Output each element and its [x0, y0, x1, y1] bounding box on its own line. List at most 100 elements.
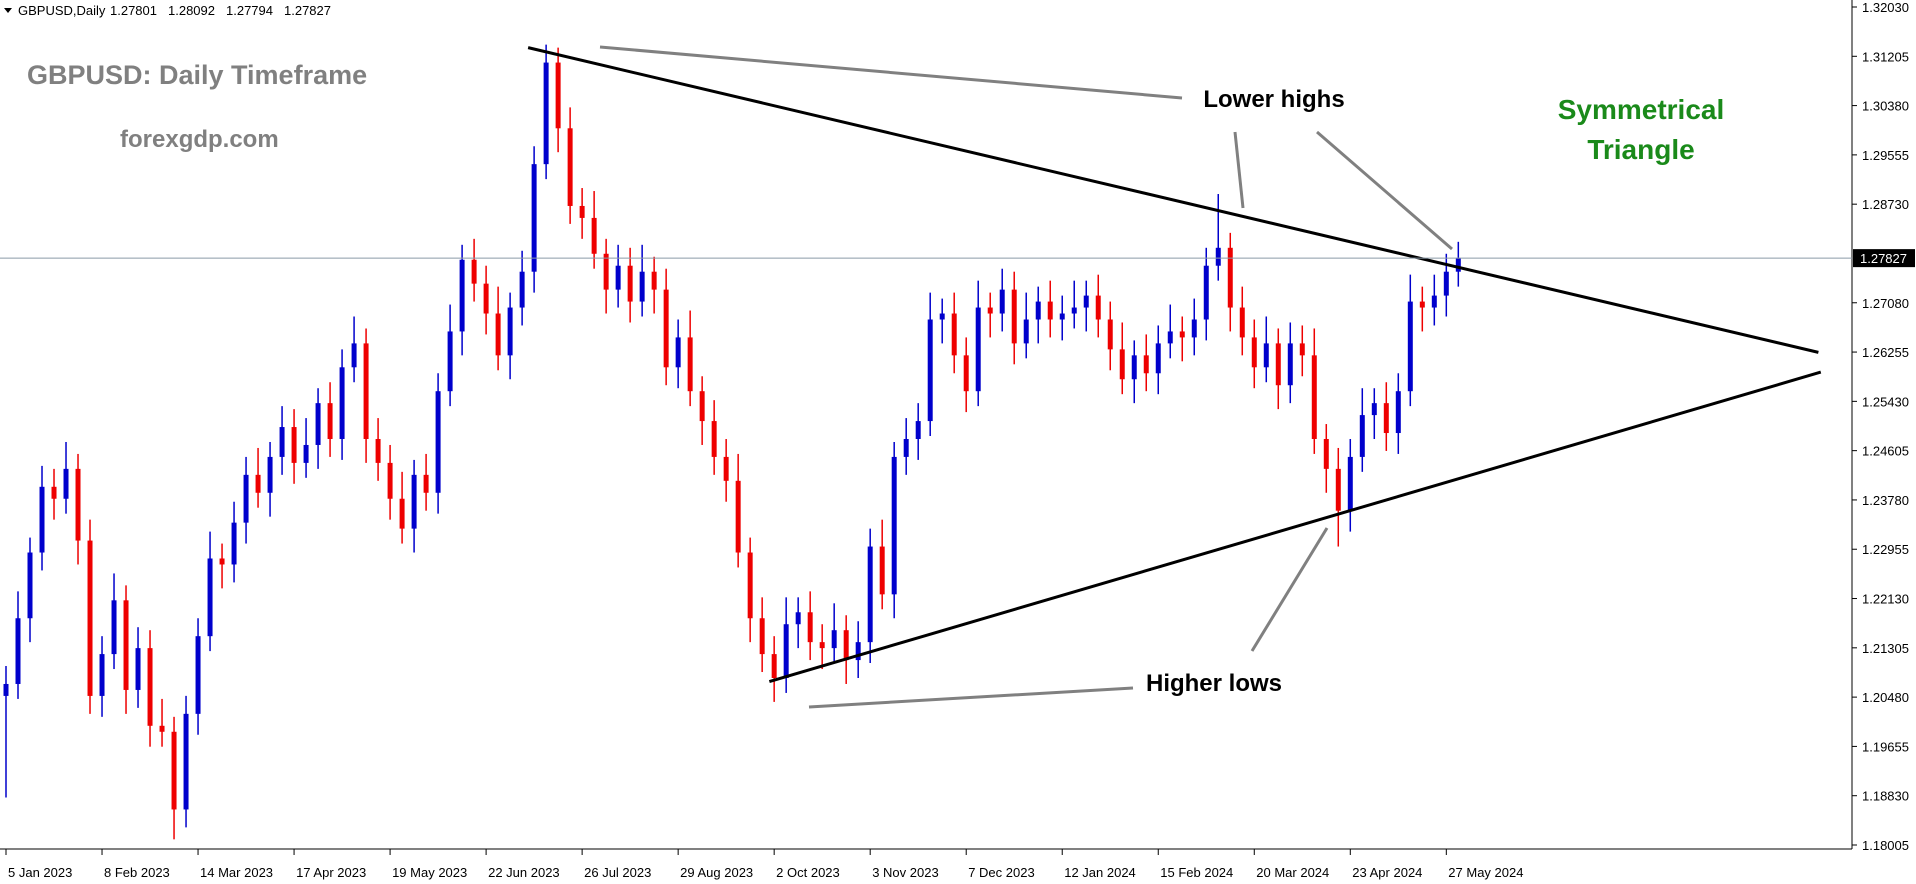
candle-body [303, 444, 309, 463]
candle-body [1335, 468, 1341, 511]
candle-body [1275, 343, 1281, 386]
candle-body [807, 612, 813, 643]
candle-body [1023, 319, 1029, 344]
candle-body [39, 486, 45, 553]
candle-body [1155, 343, 1161, 374]
candle-body [1239, 307, 1245, 338]
candle-body [87, 540, 93, 696]
candle-body [447, 331, 453, 392]
candle-body [651, 271, 657, 290]
candle-body [399, 498, 405, 529]
candle-body [627, 265, 633, 302]
candle-body [183, 713, 189, 810]
x-tick-label: 26 Jul 2023 [584, 865, 651, 880]
candle-body [1071, 307, 1077, 314]
y-tick-label: 1.27080 [1862, 296, 1909, 311]
price-label: 1.27827 [1860, 251, 1907, 266]
x-tick-label: 15 Feb 2024 [1160, 865, 1233, 880]
candle-body [1119, 349, 1125, 380]
pointer-line [1316, 130, 1453, 251]
x-tick-label: 5 Jan 2023 [8, 865, 72, 880]
candle-body [3, 683, 9, 696]
candle-body [1455, 257, 1461, 272]
x-tick-label: 7 Dec 2023 [968, 865, 1035, 880]
candle-body [483, 283, 489, 314]
y-tick-label: 1.18830 [1862, 789, 1909, 804]
candle-body [759, 618, 765, 655]
candle-body [1371, 403, 1377, 416]
pointer-lines [599, 45, 1453, 709]
candle-body [987, 307, 993, 314]
pointer-line [1250, 527, 1329, 652]
candle-body [459, 259, 465, 332]
candle-body [543, 62, 549, 165]
x-tick-label: 20 Mar 2024 [1256, 865, 1329, 880]
candle-body [423, 474, 429, 493]
y-tick-label: 1.24605 [1862, 444, 1909, 459]
candle-body [531, 164, 537, 272]
candle-body [687, 337, 693, 392]
candle-body [819, 642, 825, 649]
candle-body [1227, 247, 1233, 308]
candle-body [783, 624, 789, 678]
y-tick-label: 1.26255 [1862, 345, 1909, 360]
candle-body [327, 403, 333, 439]
candle-body [351, 343, 357, 368]
candle-body [75, 468, 81, 541]
candle-body [267, 456, 273, 493]
y-tick-label: 1.23780 [1862, 493, 1909, 508]
y-tick-label: 1.22130 [1862, 592, 1909, 607]
pointer-line [1233, 131, 1245, 209]
candle-body [123, 600, 129, 690]
x-tick-label: 2 Oct 2023 [776, 865, 840, 880]
y-tick-label: 1.30380 [1862, 99, 1909, 114]
annotation: Higher lows [1146, 670, 1282, 697]
candle-body [579, 205, 585, 218]
candle-body [1083, 295, 1089, 308]
y-tick-label: 1.29555 [1862, 148, 1909, 163]
candle-body [279, 427, 285, 457]
y-tick-label: 1.21305 [1862, 641, 1909, 656]
candle-body [1167, 331, 1173, 344]
candle-body [471, 259, 477, 284]
x-tick-label: 19 May 2023 [392, 865, 467, 880]
candle-body [15, 618, 21, 684]
candle-body [243, 474, 249, 523]
candle-body [1359, 415, 1365, 457]
candle-body [27, 552, 33, 619]
candle-body [1215, 247, 1221, 266]
pointer-line [808, 686, 1134, 709]
candle-body [255, 474, 261, 493]
candle-body [675, 337, 681, 368]
candle-body [615, 265, 621, 290]
pattern-label: Symmetrical [1558, 94, 1725, 125]
candle-body [639, 271, 645, 302]
candle-body [207, 558, 213, 637]
candle-body [723, 456, 729, 481]
candle-body [135, 648, 141, 690]
y-tick-label: 1.25430 [1862, 394, 1909, 409]
candle-body [315, 403, 321, 445]
candle-body [1287, 343, 1293, 386]
candle-body [1263, 343, 1269, 368]
candle-body [879, 546, 885, 595]
candle-body [63, 468, 69, 499]
candle-body [795, 612, 801, 625]
candle-body [903, 438, 909, 457]
x-tick-label: 12 Jan 2024 [1064, 865, 1136, 880]
y-tick-label: 1.32030 [1862, 0, 1909, 15]
header-symbol: GBPUSD,Daily [18, 3, 106, 18]
candle-body [663, 289, 669, 368]
y-tick-label: 1.20480 [1862, 690, 1909, 705]
candle-body [915, 421, 921, 439]
candle-body [1203, 265, 1209, 320]
y-tick-label: 1.31205 [1862, 49, 1909, 64]
pattern-label: Triangle [1587, 134, 1694, 165]
candle-body [1395, 391, 1401, 434]
y-tick-label: 1.18005 [1862, 838, 1909, 853]
candle-body [867, 546, 873, 643]
candle-body [291, 427, 297, 463]
x-tick-label: 8 Feb 2023 [104, 865, 170, 880]
